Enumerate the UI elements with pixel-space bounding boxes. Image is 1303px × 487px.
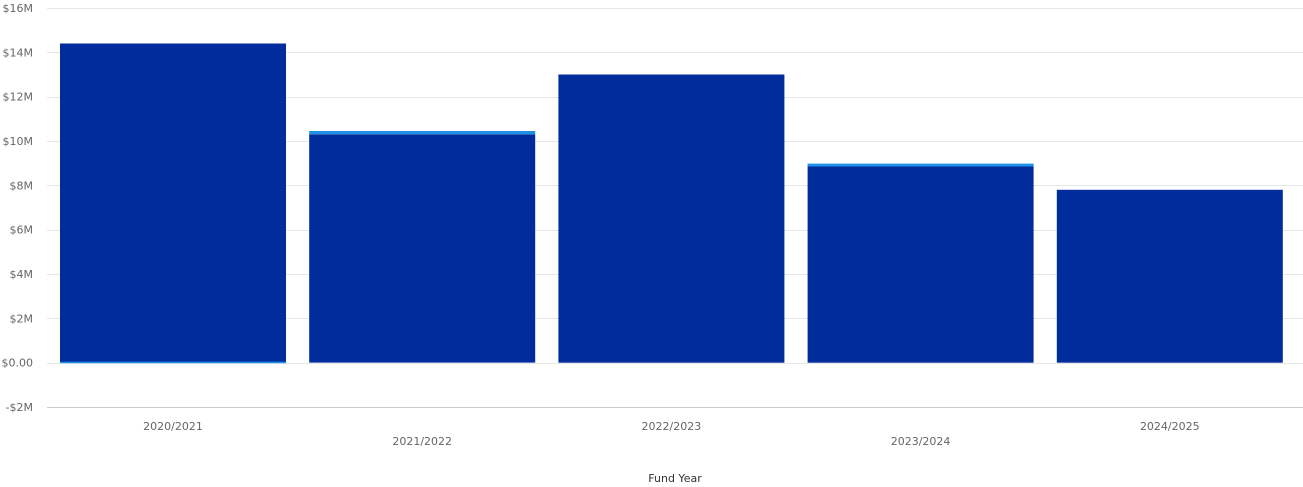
x-tick-label: 2024/2025 [1140,420,1200,433]
bar-2024-2025-series-1[interactable] [1056,189,1283,363]
bar-2023-2024-series-2[interactable] [807,163,1034,167]
x-tick-label: 2023/2024 [891,435,951,448]
y-tick-label: $12M [3,91,34,104]
y-axis: -$2M $0.00 $2M $4M $6M $8M $10M $12M $14M $16M [2,2,34,414]
bar-2022-2023-series-1[interactable] [558,74,785,363]
bar-2020-2021-series-1[interactable] [60,43,286,363]
y-tick-label: $4M [10,268,34,281]
x-axis-title: Fund Year [648,472,702,485]
bar-2021-2022-series-2[interactable] [309,131,536,135]
y-tick-label: $2M [10,312,34,325]
y-tick-label: $6M [10,224,34,237]
x-tick-label: 2020/2021 [143,420,203,433]
bars [60,43,1283,364]
y-tick-label: $14M [3,46,34,59]
bar-2023-2024-series-1[interactable] [807,166,1034,363]
y-tick-label: $8M [10,179,34,192]
bar-2021-2022-series-1[interactable] [309,134,536,363]
bar-baseline-sliver [60,361,286,364]
y-tick-label: -$2M [6,401,33,414]
y-tick-label: $10M [3,135,34,148]
y-tick-label: $0.00 [2,357,34,370]
y-tick-label: $16M [3,2,34,15]
x-tick-label: 2021/2022 [392,435,452,448]
x-tick-label: 2022/2023 [642,420,702,433]
x-axis: 2020/2021 2021/2022 2022/2023 2023/2024 2024… [143,420,1200,448]
